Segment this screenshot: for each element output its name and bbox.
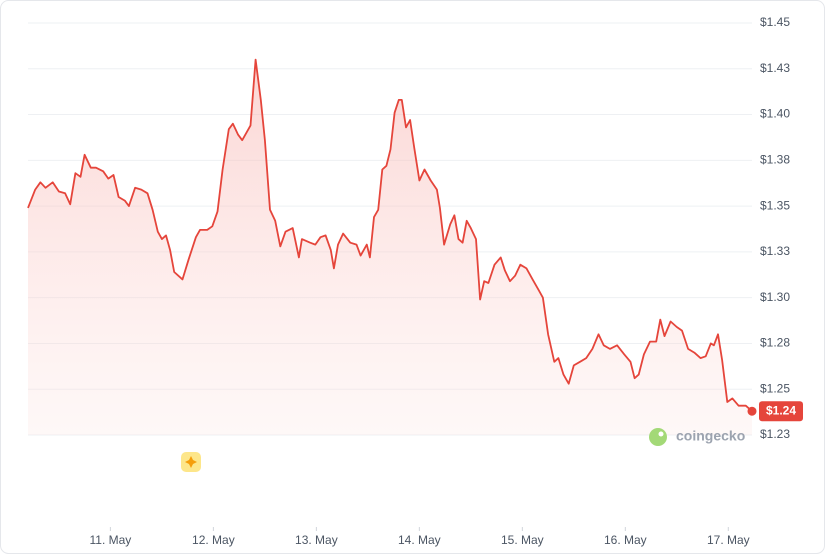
y-tick-label: $1.40 <box>760 107 790 121</box>
y-tick-label: $1.45 <box>760 15 790 29</box>
watermark: coingecko <box>649 428 745 446</box>
last-point <box>747 406 757 416</box>
y-tick-label: $1.35 <box>760 198 790 212</box>
y-tick-label: $1.43 <box>760 61 790 75</box>
y-tick-label: $1.28 <box>760 336 790 350</box>
area-fill <box>28 59 752 435</box>
x-tick-label: 16. May <box>604 533 647 547</box>
x-tick-label: 12. May <box>192 533 235 547</box>
x-tick-label: 11. May <box>89 533 131 547</box>
price-badge-label: $1.24 <box>766 403 796 417</box>
price-badge <box>759 401 803 422</box>
y-tick-label: $1.30 <box>760 290 790 304</box>
y-tick-label: $1.25 <box>760 381 790 395</box>
y-tick-label: $1.38 <box>760 153 790 167</box>
y-tick-label: $1.33 <box>760 244 790 258</box>
price-line <box>27 58 753 412</box>
star-icon <box>181 452 201 472</box>
x-tick-label: 14. May <box>398 533 441 547</box>
y-tick-label: $1.23 <box>760 427 790 441</box>
x-tick-label: 15. May <box>501 533 544 547</box>
watermark-text: coingecko <box>676 428 745 444</box>
x-tick-label: 13. May <box>295 533 338 547</box>
x-tick-label: 17. May <box>707 533 750 547</box>
